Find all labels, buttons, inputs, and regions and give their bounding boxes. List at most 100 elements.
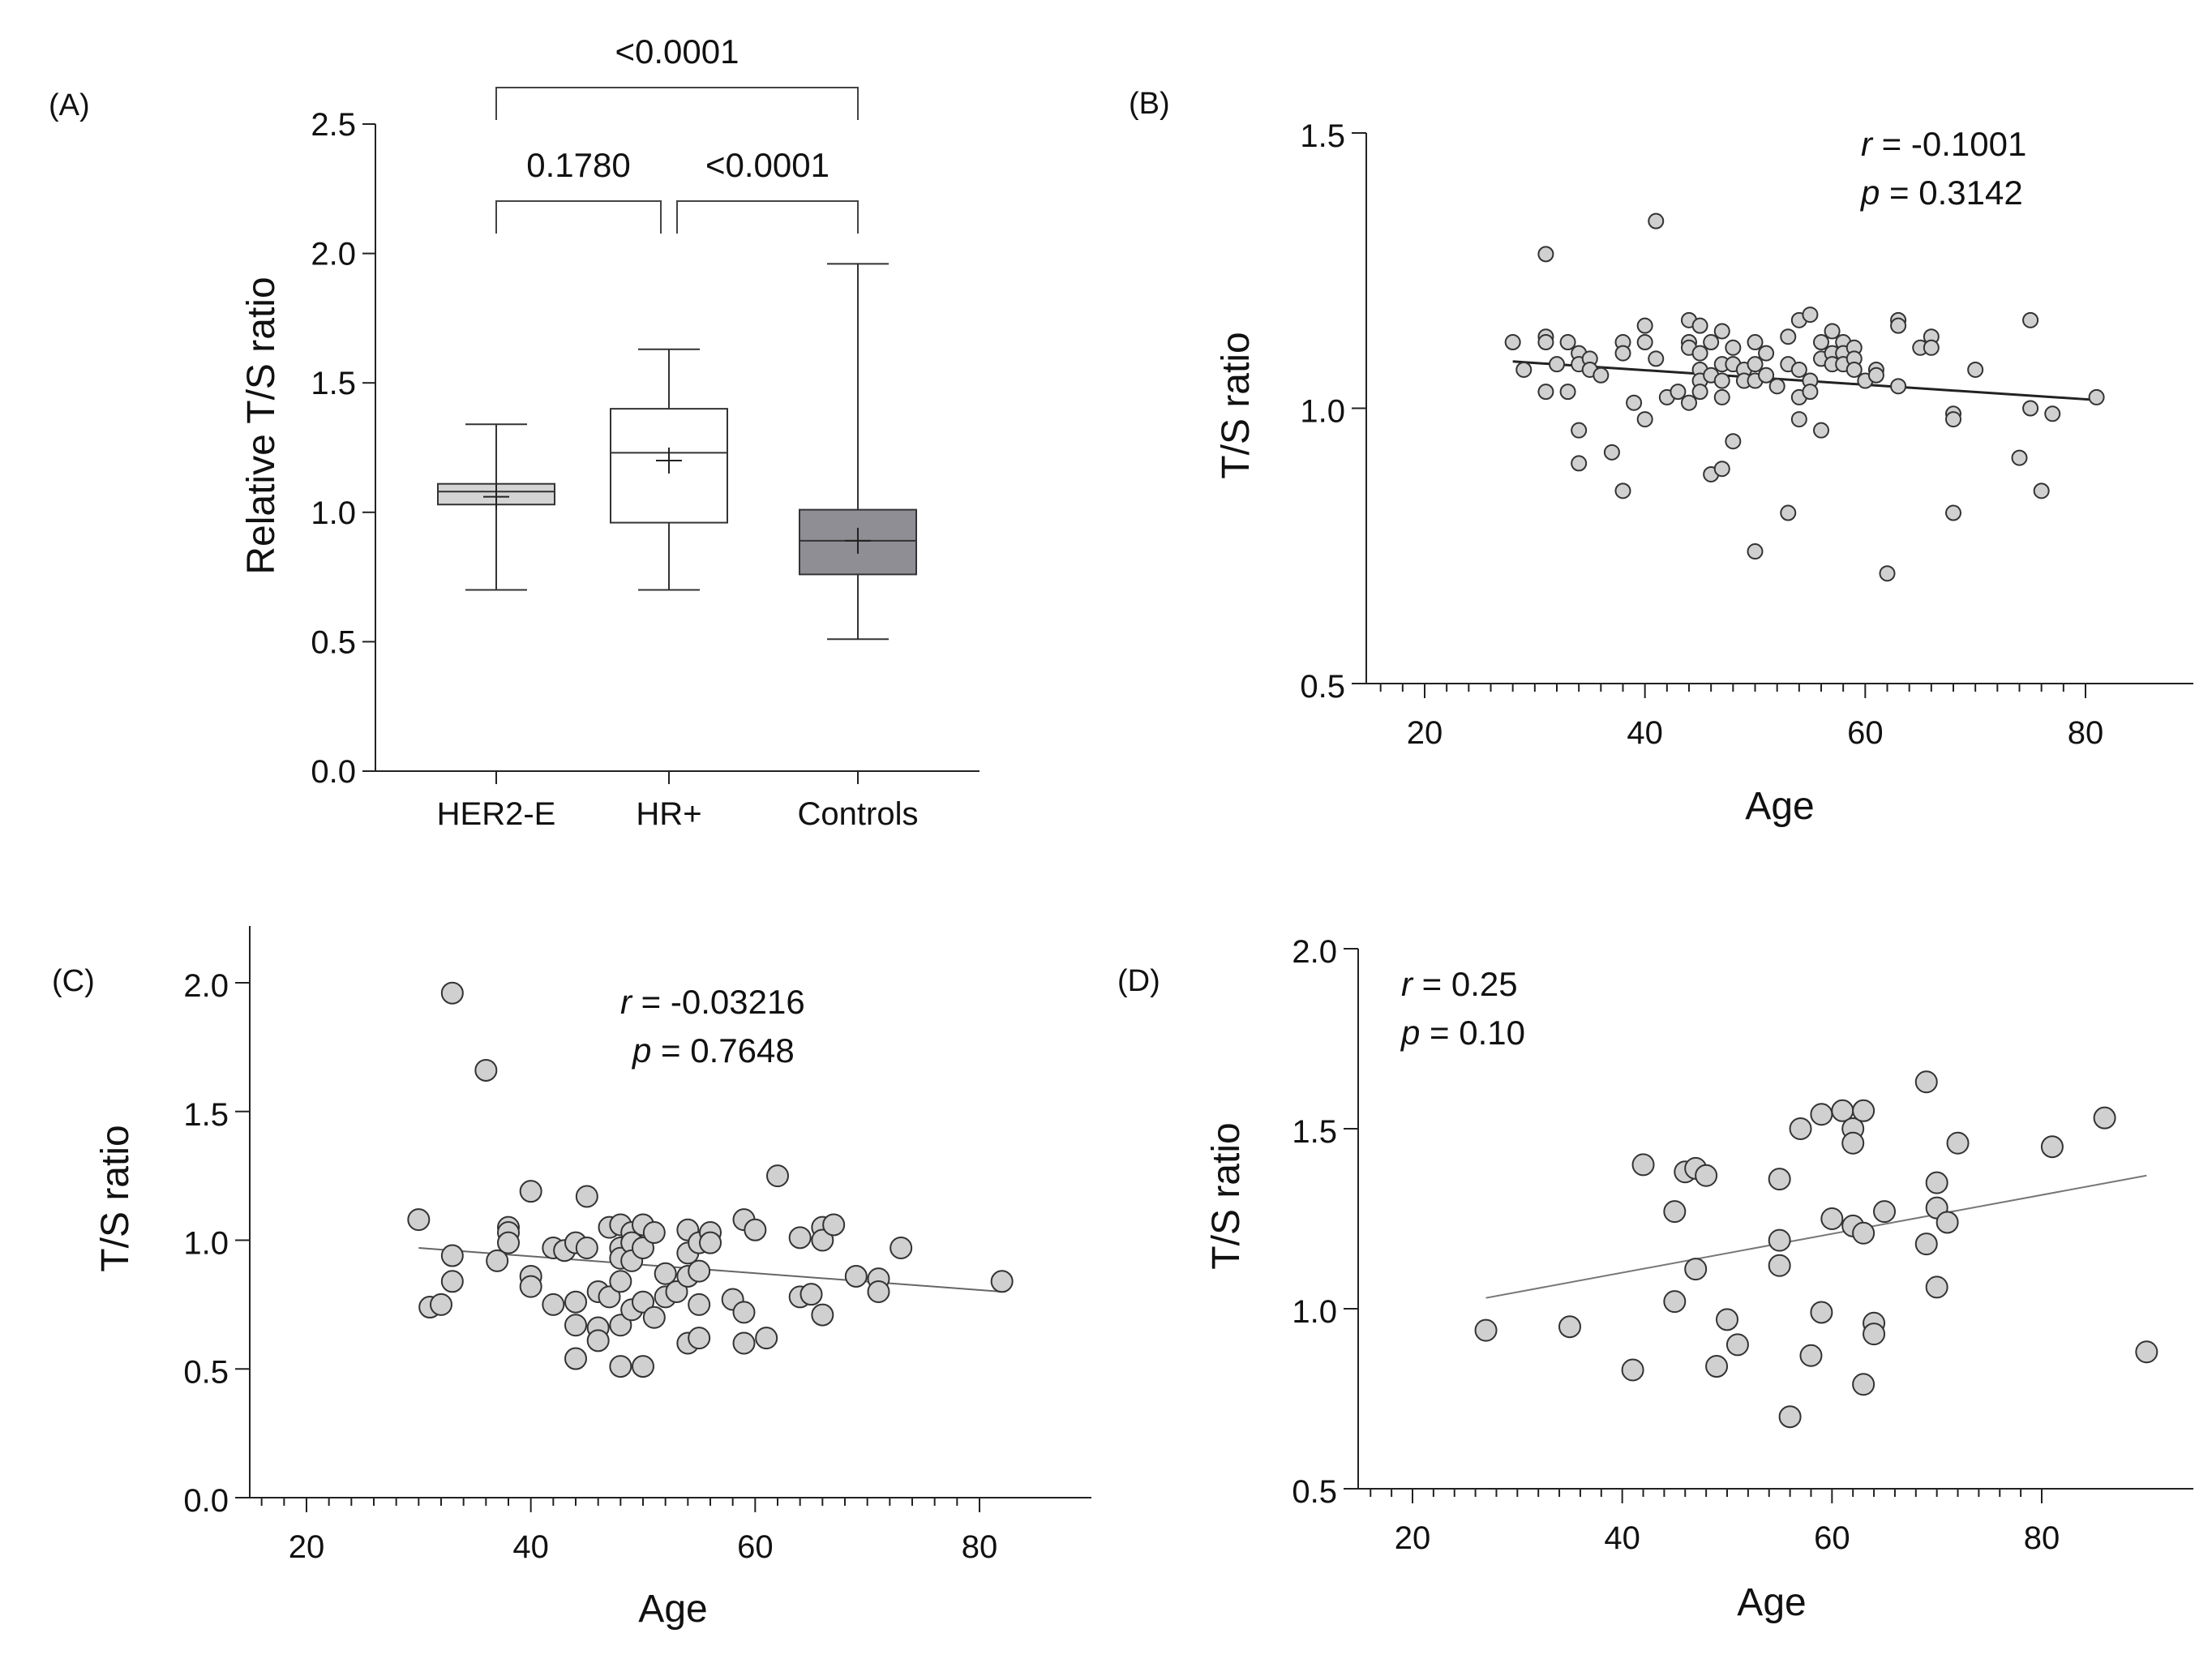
panel-b-r-symbol: r — [1861, 125, 1874, 163]
panel-d-data-point — [1925, 1275, 1948, 1299]
panel-b-data-point — [1780, 328, 1797, 345]
panel-a-comparison-bracket — [676, 200, 859, 234]
panel-d-data-point — [1873, 1200, 1896, 1224]
panel-d-regression-line — [1485, 1174, 2147, 1299]
panel-b-data-point — [1713, 388, 1730, 405]
panel-b-y-tick-label: 1.5 — [1300, 118, 1345, 154]
panel-c-data-point — [609, 1355, 632, 1378]
panel-d-data-point — [2040, 1135, 2064, 1159]
panel-b-data-point — [2088, 388, 2105, 405]
panel-b-data-point — [1691, 345, 1708, 362]
panel-d: (D) T/S ratio Age r = 0.25 p = 0.10 0.5 1… — [1117, 934, 2193, 1624]
panel-b-data-point — [2011, 449, 2028, 466]
panel-b-data-point — [1768, 378, 1785, 395]
panel-c-data-point — [990, 1270, 1014, 1293]
panel-b-data-point — [1603, 444, 1620, 461]
panel-d-data-point — [1663, 1290, 1687, 1314]
panel-b-data-point — [1747, 543, 1764, 560]
panel-d-x-tick-label: 20 — [1395, 1520, 1431, 1556]
panel-d-data-point — [1863, 1323, 1886, 1346]
panel-d-p-stat: p = 0.10 — [1400, 1014, 1525, 1052]
panel-c-r-stat: r = -0.03216 — [620, 983, 805, 1021]
panel-c-y-tick-label: 0.0 — [183, 1483, 229, 1519]
panel-d-data-point — [1925, 1171, 1948, 1194]
panel-c-p-value: = 0.7648 — [651, 1031, 794, 1070]
panel-d-data-point — [2135, 1340, 2158, 1364]
panel-d-data-point — [1663, 1200, 1687, 1224]
panel-c-x-axis-title: Age — [638, 1588, 707, 1631]
panel-b-data-point — [1549, 356, 1565, 373]
panel-c-data-point — [799, 1283, 823, 1306]
panel-b-data-point — [1681, 394, 1697, 411]
panel-a-y-tick-label: 0.5 — [311, 624, 356, 660]
panel-a-y-tick-label: 2.5 — [311, 107, 356, 143]
panel-c-data-point — [688, 1259, 711, 1283]
panel-b: (B) T/S ratio Age r = -0.1001 p = 0.3142… — [1129, 87, 2193, 828]
panel-b-data-point — [1703, 334, 1720, 351]
panel-b-data-point — [1747, 356, 1764, 373]
panel-b-data-point — [1725, 433, 1742, 450]
panel-b-data-point — [1713, 461, 1730, 478]
panel-b-data-point — [1758, 367, 1775, 384]
panel-d-data-point — [1914, 1233, 1938, 1256]
panel-d-data-point — [1799, 1344, 1823, 1367]
panel-c-data-point — [665, 1280, 688, 1303]
panel-c: (C) T/S ratio Age r = -0.03216 p = 0.764… — [52, 926, 1091, 1631]
panel-d-y-axis-title: T/S ratio — [1205, 1122, 1248, 1269]
panel-a-plot: 0.0 0.5 1.0 1.5 2.0 2.5 HER2-E HR+ Controls <0.00… — [311, 32, 980, 832]
panel-c-data-point — [440, 1244, 464, 1267]
panel-b-data-point — [1802, 307, 1819, 324]
panel-b-data-point — [1626, 394, 1643, 411]
panel-c-data-point — [564, 1347, 587, 1370]
panel-c-p-symbol: p — [631, 1031, 651, 1070]
panel-a-y-tick-label: 2.0 — [311, 237, 356, 272]
panel-b-data-point — [1559, 334, 1576, 351]
panel-c-data-point — [699, 1231, 722, 1254]
panel-a-y-tick-label: 0.0 — [311, 754, 356, 790]
panel-d-data-point — [1852, 1221, 1875, 1245]
panel-b-data-point — [1648, 212, 1665, 229]
panel-a-comparison-bracket — [495, 200, 662, 234]
panel-c-data-point — [642, 1305, 666, 1329]
panel-b-data-point — [1967, 361, 1984, 378]
panel-b-data-point — [1713, 372, 1730, 389]
panel-b-x-tick-label: 80 — [2068, 715, 2104, 751]
panel-b-p-stat: p = 0.3142 — [1859, 174, 2023, 212]
panel-b-data-point — [1614, 482, 1631, 499]
panel-d-x-tick-label: 80 — [2024, 1520, 2060, 1556]
panel-c-data-point — [497, 1231, 520, 1254]
panel-c-data-point — [688, 1327, 711, 1350]
panel-d-data-point — [1558, 1315, 1581, 1339]
panel-a-y-axis-title: Relative T/S ratio — [240, 277, 283, 574]
panel-a-tag: (A) — [49, 88, 90, 122]
panel-b-data-point — [1824, 323, 1841, 340]
panel-c-data-point — [542, 1293, 565, 1316]
panel-b-data-point — [1813, 334, 1829, 351]
panel-d-data-point — [1914, 1070, 1938, 1094]
panel-b-data-point — [1923, 339, 1940, 356]
panel-b-data-point — [1636, 317, 1653, 334]
panel-c-data-point — [486, 1249, 509, 1272]
panel-b-data-point — [2044, 405, 2061, 422]
panel-c-x-tick-label: 40 — [512, 1529, 549, 1565]
panel-c-data-point — [788, 1226, 812, 1250]
panel-c-data-point — [609, 1314, 632, 1337]
panel-c-data-point — [632, 1290, 654, 1314]
panel-b-data-point — [1504, 334, 1521, 351]
panel-d-r-stat: r = 0.25 — [1401, 965, 1518, 1003]
panel-b-data-point — [1845, 361, 1863, 378]
panel-c-x-tick-label: 20 — [289, 1529, 325, 1565]
panel-c-y-tick-label: 1.5 — [183, 1097, 229, 1133]
panel-d-data-point — [1705, 1355, 1729, 1378]
panel-d-r-value: = 0.25 — [1413, 965, 1518, 1003]
panel-c-data-point — [890, 1237, 913, 1260]
panel-d-data-point — [1852, 1373, 1875, 1396]
panel-b-data-point — [1790, 361, 1807, 378]
panel-d-data-point — [1474, 1318, 1498, 1342]
panel-b-y-tick-label: 1.0 — [1300, 394, 1345, 430]
panel-b-data-point — [1890, 378, 1907, 395]
panel-b-data-point — [1537, 246, 1554, 263]
panel-b-data-point — [1691, 384, 1708, 401]
panel-b-data-point — [1636, 334, 1653, 351]
